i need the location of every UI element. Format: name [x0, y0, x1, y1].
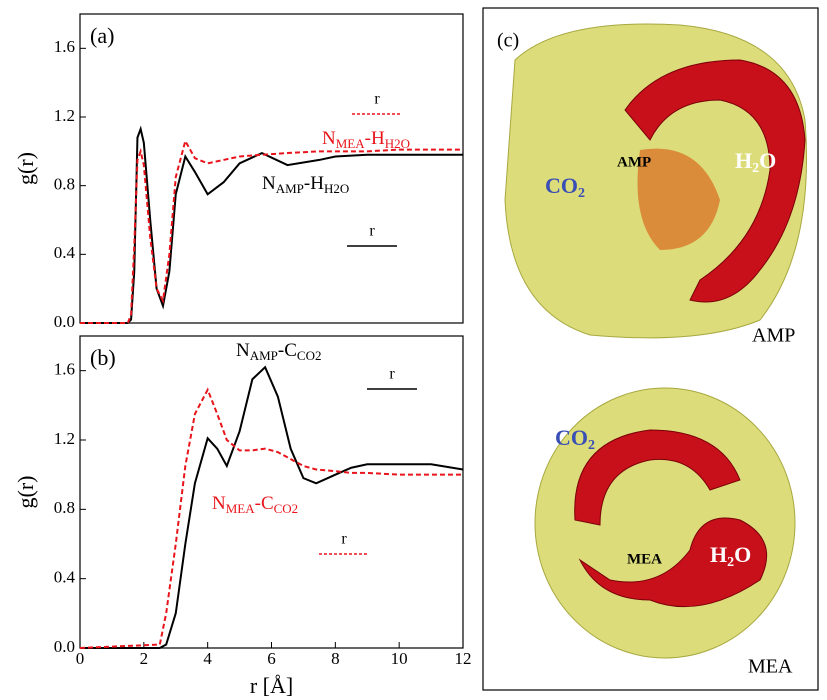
inset-label: r: [389, 366, 395, 383]
y-tick-label: 0.4: [54, 243, 76, 262]
co2-label-sub: 2: [588, 438, 595, 453]
panel-label: (b): [90, 345, 116, 370]
y-tick-label: 0.4: [54, 568, 76, 587]
series-line: [80, 129, 463, 323]
series-label-sub: CO2: [297, 348, 322, 363]
x-tick-label: 6: [267, 649, 276, 668]
x-tick-label: 2: [140, 649, 149, 668]
series-label-part: -C: [255, 493, 274, 514]
y-tick-label: 0.8: [54, 175, 75, 194]
series-label: NAMP-CCO2: [236, 340, 321, 363]
series-label-part: -H: [365, 128, 385, 149]
inset-label: r: [341, 531, 347, 548]
figure: (c) CO2 H2O AMP AMP CO2 H2O MEA MEA 0.00…: [0, 0, 827, 700]
series-label: NMEA-CCO2: [212, 493, 298, 516]
x-tick-label: 8: [331, 649, 340, 668]
series-label-part: -C: [278, 340, 297, 361]
series-label-sub: MEA: [226, 501, 256, 516]
y-tick-label: 0.8: [54, 498, 75, 517]
x-tick-label: 12: [455, 649, 472, 668]
co2-label-part: CO: [545, 173, 578, 198]
series-line: [80, 141, 463, 323]
x-tick-label: 10: [391, 649, 408, 668]
molecule-label: MEA: [627, 551, 662, 567]
x-tick-label: 0: [76, 649, 85, 668]
panel-caption: AMP: [752, 325, 795, 347]
y-tick-label: 0.0: [54, 637, 75, 656]
series-label-sub: H2O: [385, 136, 410, 151]
co2-label-part: CO: [555, 425, 588, 450]
series-label: NAMP-HH2O: [262, 173, 349, 196]
series-label-part: N: [262, 173, 276, 194]
inset-label: r: [374, 91, 380, 108]
y-tick-label: 1.6: [54, 360, 75, 379]
series-label-sub: MEA: [336, 136, 366, 151]
series-label-sub: AMP: [276, 181, 304, 196]
series-label-part: N: [236, 340, 250, 361]
y-axis-label: g(r): [13, 152, 38, 185]
h2o-part: H: [710, 542, 727, 567]
series-label-part: N: [322, 128, 336, 149]
series-label-sub: AMP: [250, 348, 278, 363]
co2-label-sub: 2: [578, 186, 585, 201]
h2o-part: H: [735, 148, 752, 173]
panel-label: (c): [497, 30, 519, 52]
series-label-sub: H2O: [324, 181, 349, 196]
series-label: NMEA-HH2O: [322, 128, 410, 151]
h2o-part: O: [759, 148, 776, 173]
y-tick-label: 1.6: [54, 37, 75, 56]
molecule-label: AMP: [617, 154, 651, 170]
series-label-part: N: [212, 493, 226, 514]
y-axis-label: g(r): [13, 476, 38, 509]
series-label-part: -H: [304, 173, 324, 194]
series-label-sub: CO2: [274, 501, 299, 516]
x-tick-label: 4: [203, 649, 212, 668]
x-axis-label: r [Å]: [250, 673, 293, 698]
y-tick-label: 0.0: [54, 312, 75, 331]
y-tick-label: 1.2: [54, 429, 75, 448]
y-tick-label: 1.2: [54, 106, 75, 125]
series-line: [80, 390, 463, 648]
h2o-sub: 2: [752, 161, 759, 176]
panel-label: (a): [90, 23, 114, 48]
panel-caption: MEA: [748, 656, 793, 678]
inset-label: r: [369, 223, 375, 240]
h2o-part: O: [734, 542, 751, 567]
h2o-sub: 2: [727, 555, 734, 570]
